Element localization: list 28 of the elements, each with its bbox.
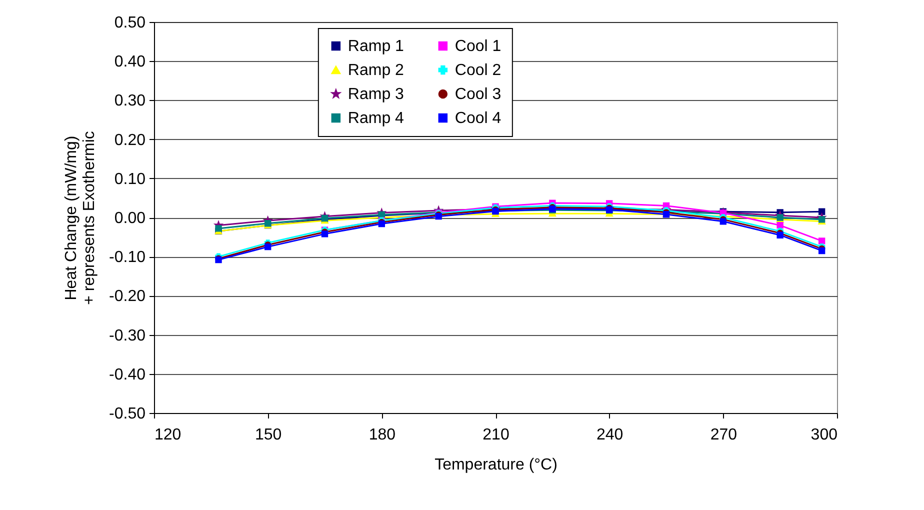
y-axis-title: Heat Change (mW/mg) + represents Exothermic [63, 131, 98, 305]
y-tick-label: -0.20 [109, 288, 146, 306]
legend-label: Cool 2 [454, 62, 502, 79]
y-tick-label: -0.10 [109, 249, 146, 266]
x-axis-title: Temperature (°C) [434, 456, 558, 474]
x-tick-label: 300 [810, 426, 838, 444]
x-tick-label: 180 [368, 426, 396, 444]
x-tick-label: 210 [482, 426, 510, 444]
y-tick-label: 0.50 [114, 14, 146, 32]
legend-label: Ramp 3 [348, 86, 404, 103]
x-tick-label: 150 [254, 426, 282, 444]
y-tick-label: 0.00 [114, 210, 146, 227]
y-tick-label: 0.10 [114, 170, 146, 188]
legend-label: Cool 4 [454, 110, 502, 127]
y-tick-label: 0.40 [114, 54, 146, 71]
y-tick-label: -0.50 [109, 406, 146, 422]
y-tick-label: 0.20 [114, 132, 146, 149]
legend-label: Cool 1 [454, 38, 502, 55]
y-tick-label: -0.30 [109, 327, 146, 344]
legend-label: Ramp 4 [348, 110, 404, 127]
x-tick-label: 270 [710, 426, 738, 444]
x-tick-label: 120 [154, 426, 182, 444]
y-tick-label: 0.30 [114, 92, 146, 110]
legend-label: Cool 3 [454, 86, 502, 103]
legend-label: Ramp 2 [348, 62, 404, 79]
y-tick-label: -0.40 [109, 366, 146, 384]
legend-label: Ramp 1 [348, 38, 404, 55]
x-tick-label: 240 [596, 426, 624, 444]
